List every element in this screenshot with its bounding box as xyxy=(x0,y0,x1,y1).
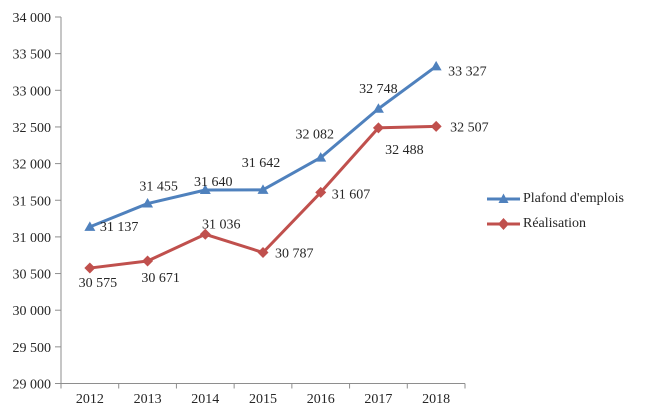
legend-label-plafond-demplois: Plafond d'emplois xyxy=(523,190,624,206)
x-tick-label: 2013 xyxy=(134,392,162,407)
data-point-marker xyxy=(84,262,96,274)
data-label: 30 787 xyxy=(275,247,314,262)
data-point-marker xyxy=(372,103,384,113)
x-tick-label: 2015 xyxy=(249,392,277,407)
data-label: 32 507 xyxy=(450,120,489,135)
x-tick-label: 2016 xyxy=(307,392,335,407)
data-point-marker xyxy=(257,247,269,259)
data-label: 33 327 xyxy=(448,64,487,79)
data-label: 32 748 xyxy=(359,82,398,97)
y-tick-label: 33 500 xyxy=(13,48,52,63)
y-tick-label: 32 500 xyxy=(13,121,52,136)
data-point-marker xyxy=(199,228,211,240)
data-point-marker xyxy=(84,221,96,231)
data-point-marker xyxy=(315,152,327,162)
data-label: 31 036 xyxy=(202,217,241,232)
data-label: 31 137 xyxy=(100,220,139,235)
x-tick-label: 2017 xyxy=(364,392,392,407)
y-tick-label: 31 000 xyxy=(13,231,52,246)
data-label: 31 607 xyxy=(332,187,371,202)
y-tick-label: 29 000 xyxy=(13,378,52,393)
data-label: 30 671 xyxy=(141,271,180,286)
legend-swatch-realisation xyxy=(487,217,520,230)
legend-item-realisation: Réalisation xyxy=(487,211,624,236)
legend-label-realisation: Réalisation xyxy=(523,215,586,231)
legend-item-plafond-demplois: Plafond d'emplois xyxy=(487,186,624,211)
x-tick-label: 2012 xyxy=(76,392,104,407)
data-label: 30 575 xyxy=(79,276,118,291)
data-label: 31 455 xyxy=(139,180,178,195)
data-point-marker xyxy=(142,198,154,208)
y-tick-label: 34 000 xyxy=(13,11,52,26)
x-tick-label: 2014 xyxy=(191,392,219,407)
data-point-marker xyxy=(142,255,154,267)
data-point-marker xyxy=(430,60,442,71)
data-label: 32 082 xyxy=(295,128,334,143)
data-label: 31 640 xyxy=(194,175,233,190)
legend-swatch-plafond xyxy=(487,193,520,203)
y-tick-label: 32 000 xyxy=(13,158,52,173)
y-tick-label: 33 000 xyxy=(13,84,52,99)
y-tick-label: 30 500 xyxy=(13,268,52,283)
y-tick-label: 30 000 xyxy=(13,304,52,319)
legend: Plafond d'emplois Réalisation xyxy=(487,186,624,236)
data-point-marker xyxy=(257,184,269,194)
y-tick-label: 31 500 xyxy=(13,194,52,209)
data-point-marker xyxy=(315,186,327,198)
data-label: 31 642 xyxy=(242,156,281,171)
data-point-marker xyxy=(430,120,442,132)
diamond-marker-icon xyxy=(498,217,509,230)
data-point-marker xyxy=(199,184,211,194)
triangle-marker-icon xyxy=(498,193,509,203)
x-tick-label: 2018 xyxy=(422,392,450,407)
data-point-marker xyxy=(372,122,384,134)
y-tick-label: 29 500 xyxy=(13,341,52,356)
data-label: 32 488 xyxy=(385,143,424,158)
